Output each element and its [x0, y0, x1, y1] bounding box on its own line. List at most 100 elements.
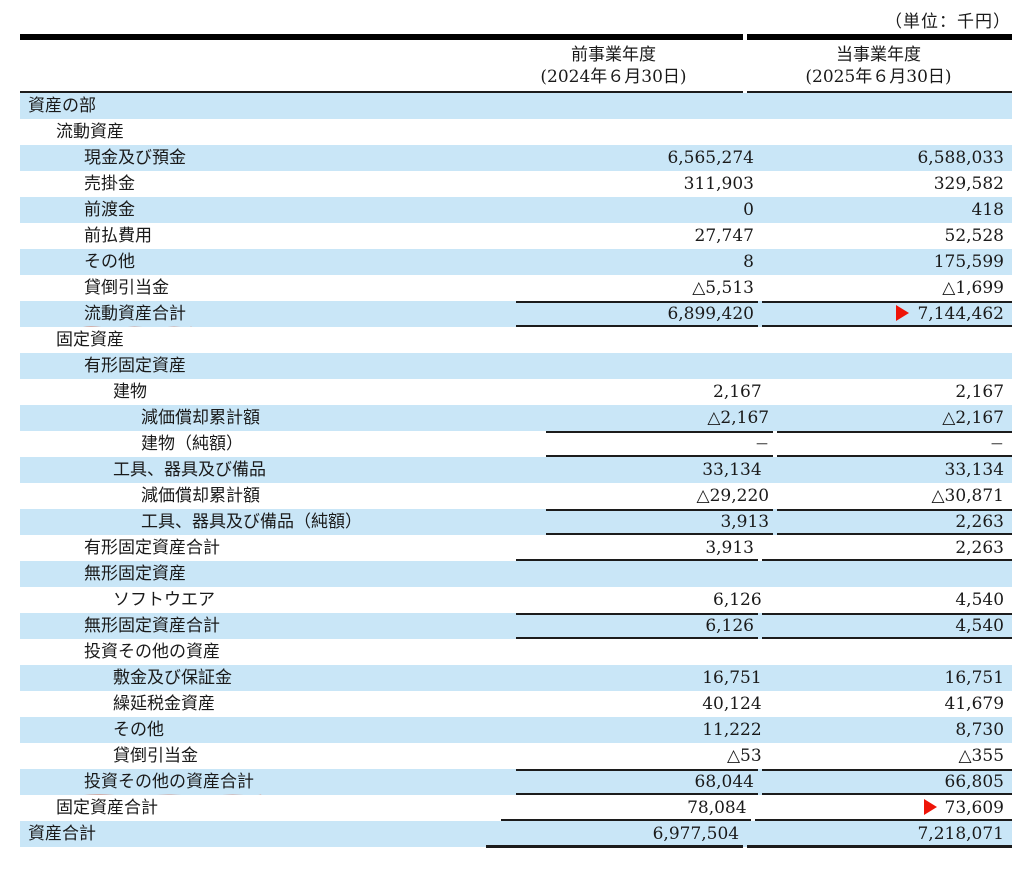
current-year-value: 73,609: [754, 795, 1013, 821]
row-label-text: 固定資産合計: [56, 798, 158, 818]
header-bottom-rule: [20, 91, 1012, 93]
current-year-value: 4,540: [955, 590, 1005, 610]
current-year-value: 16,751: [944, 668, 1005, 688]
current-year-value: 329,582: [933, 174, 1004, 194]
row-label-text: 敷金及び保証金: [113, 668, 232, 688]
row-label: 流動資産合計: [20, 301, 516, 327]
current-year-value: 7,144,462: [761, 301, 1013, 327]
prior-year-value: [516, 353, 762, 379]
table-row: 貸倒引当金 △5,513 △1,699: [20, 275, 1012, 301]
balance-sheet-assets-table: 前事業年度 (2024年６月30日) 当事業年度 (2025年６月30日) 資産…: [20, 34, 1013, 848]
table-row: 現金及び預金 6,565,274 6,588,033: [20, 145, 1012, 171]
row-label-text: 流動資産合計: [83, 301, 192, 327]
row-label-text: 固定資産: [56, 330, 124, 350]
prior-year-value: 0: [743, 200, 754, 220]
current-year-value: 175,599: [933, 252, 1004, 272]
column-gap-notch: [743, 91, 747, 93]
prior-year-value: △29,220: [696, 486, 770, 506]
row-label-text: 工具、器具及び備品（純額）: [141, 512, 362, 532]
current-year-value: 41,679: [944, 694, 1005, 714]
row-label: 無形固定資産合計: [20, 613, 516, 639]
current-year-value: [762, 639, 1012, 665]
row-label: その他: [20, 717, 531, 743]
table-row: その他 11,222 8,730: [20, 717, 1012, 743]
row-label-text: 有形固定資産: [84, 356, 186, 376]
table-row: 有形固定資産: [20, 353, 1012, 379]
table-row: 貸倒引当金 △53 △355: [20, 743, 1012, 769]
row-label: 敷金及び保証金: [20, 665, 531, 691]
table-body: 資産の部 流動資産: [20, 93, 1013, 848]
prior-year-value: 6,565,274: [667, 148, 754, 168]
table-row: 繰延税金資産 40,124 41,679: [20, 691, 1012, 717]
prior-year-value: 3,913: [545, 509, 777, 535]
current-year-value: △1,699: [942, 278, 1004, 298]
table-row: 工具、器具及び備品 33,134 33,134: [20, 457, 1012, 483]
current-year-value: 7,218,071: [747, 821, 1012, 848]
row-label: 貸倒引当金: [20, 275, 516, 301]
row-label: 貸倒引当金: [20, 743, 531, 769]
prior-year-value: 78,084: [500, 795, 755, 821]
row-label: 固定資産合計: [20, 795, 501, 821]
row-label-text: 投資その他の資産: [84, 642, 220, 662]
prior-year-value: △53: [726, 746, 762, 766]
current-year-value: 52,528: [944, 226, 1004, 246]
row-label-text: 繰延税金資産: [113, 694, 215, 714]
row-label-text: 建物: [113, 382, 147, 402]
current-year-value: 418: [971, 200, 1004, 220]
header-prior-year: 前事業年度 (2024年６月30日): [482, 44, 745, 88]
prior-year-value: 311,903: [683, 174, 754, 194]
current-year-value: 4,540: [761, 613, 1013, 639]
red-arrow-icon: [923, 799, 937, 815]
table-row: 無形固定資産: [20, 561, 1012, 587]
row-label-text: 貸倒引当金: [84, 278, 169, 298]
table-row: 減価償却累計額 △2,167 △2,167: [20, 405, 1012, 431]
current-year-value: [747, 93, 1012, 119]
table-row: その他 8 175,599: [20, 249, 1012, 275]
row-label: 現金及び預金: [20, 145, 516, 171]
current-year-value: [762, 353, 1012, 379]
row-label-text: 工具、器具及び備品: [113, 460, 266, 480]
prior-year-value: [516, 561, 762, 587]
row-label: 減価償却累計額: [20, 483, 546, 509]
prior-year-title: 前事業年度: [571, 44, 656, 65]
current-year-value: 2,263: [777, 509, 1012, 535]
header-current-year: 当事業年度 (2025年６月30日): [745, 44, 1012, 88]
current-year-value: −: [777, 431, 1012, 457]
current-year-value: 33,134: [944, 460, 1005, 480]
current-year-title: 当事業年度: [836, 44, 921, 65]
row-label: 売掛金: [20, 171, 516, 197]
row-label-text: 建物（純額）: [141, 434, 243, 454]
table-row: 売掛金 311,903 329,582: [20, 171, 1012, 197]
row-label: 資産合計: [20, 821, 486, 847]
prior-year-value: [486, 93, 747, 119]
row-label: 繰延税金資産: [20, 691, 531, 717]
table-row: 固定資産合計 78,084 73,609: [20, 795, 1013, 821]
table-row: 流動資産: [20, 119, 1012, 145]
table-row: 資産合計 6,977,504 7,218,071: [20, 821, 1012, 848]
table-row: 投資その他の資産合計 68,044 66,805: [20, 769, 1013, 795]
row-label: 建物（純額）: [20, 431, 546, 457]
prior-year-value: △2,167: [707, 408, 770, 428]
table-row: 流動資産合計 6,899,420 7,144,462: [20, 301, 1013, 327]
row-label-text: 無形固定資産合計: [84, 616, 220, 636]
current-year-value: △355: [958, 746, 1005, 766]
table-row: 建物（純額） − −: [20, 431, 1012, 457]
red-arrow-icon: [896, 305, 910, 321]
row-label-text: 流動資産: [56, 122, 124, 142]
row-label-text: 売掛金: [84, 174, 135, 194]
table-row: 資産の部: [20, 93, 1012, 119]
row-label-text: 有形固定資産合計: [84, 538, 220, 558]
row-label-text: 資産の部: [28, 96, 96, 116]
table-top-rule: [20, 34, 1012, 40]
row-label-text: その他: [84, 252, 135, 272]
row-label: 有形固定資産: [20, 353, 516, 379]
current-year-value: △30,871: [931, 486, 1004, 506]
row-label: 工具、器具及び備品: [20, 457, 531, 483]
table-row: 敷金及び保証金 16,751 16,751: [20, 665, 1012, 691]
prior-year-value: 16,751: [702, 668, 762, 688]
prior-year-value: 27,747: [694, 226, 754, 246]
row-label-text: 貸倒引当金: [113, 746, 198, 766]
row-label: 流動資産: [20, 119, 501, 145]
prior-year-value: [501, 119, 755, 145]
table-row: 建物 2,167 2,167: [20, 379, 1012, 405]
